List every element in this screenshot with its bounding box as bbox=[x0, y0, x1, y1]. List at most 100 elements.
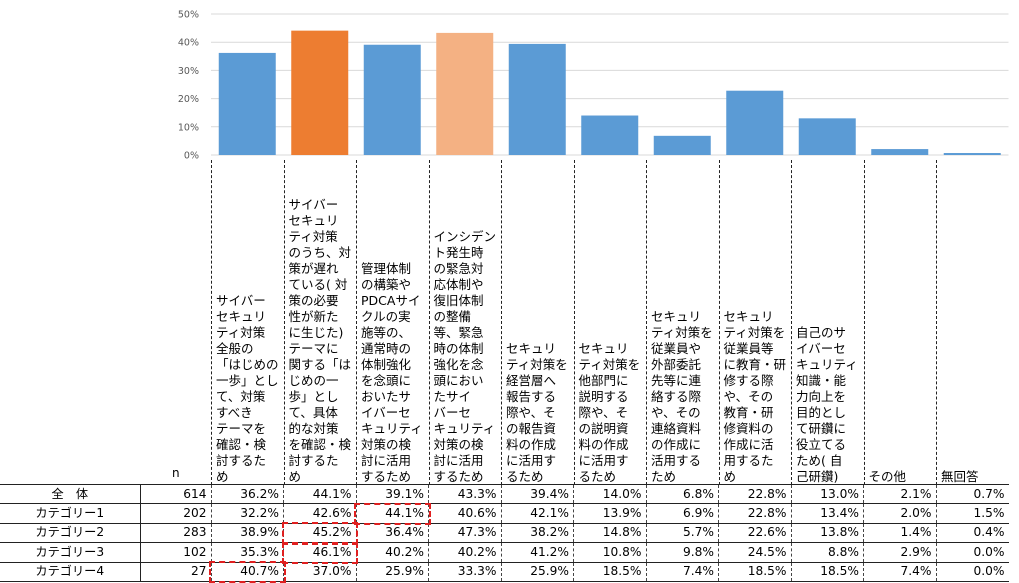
bar bbox=[726, 90, 784, 155]
category-label: 無回答 bbox=[941, 469, 979, 484]
table-row: カテゴリー3 102 35.3% 46.1% 40.2% 40.2% 41.2% 10.8% 9… bbox=[0, 542, 1009, 563]
table-cell: 46.1% bbox=[283, 542, 356, 563]
bar bbox=[363, 44, 421, 155]
category-header: 無回答 bbox=[936, 160, 1009, 485]
table-cell: 0.7% bbox=[935, 483, 1009, 504]
table-cell: 2.9% bbox=[863, 542, 936, 563]
bar bbox=[291, 30, 349, 155]
category-header: サイバー セキュリ ティ対策 のうち、対 策が遅れ ている( 対 策の必要 性が… bbox=[283, 160, 357, 485]
y-tick-label: 20% bbox=[178, 94, 199, 105]
table-cell: 13.8% bbox=[790, 522, 864, 543]
bar bbox=[871, 149, 929, 155]
table-cell: 6.9% bbox=[645, 503, 719, 524]
data-table: 全 体 614 36.2% 44.1% 39.1% 43.3% 39.4% 14.0% 6.8%… bbox=[0, 483, 1009, 582]
table-cell: 45.2% bbox=[283, 522, 356, 543]
table-cell: 25.9% bbox=[355, 561, 429, 582]
table-cell: 42.1% bbox=[500, 503, 574, 524]
row-label: カテゴリー1 bbox=[0, 503, 140, 524]
y-axis-ticks: 0% 10% 20% 30% 40% 50% bbox=[178, 10, 199, 162]
y-tick-label: 10% bbox=[178, 122, 199, 133]
table-cell: 1.5% bbox=[935, 503, 1009, 524]
row-n: 614 bbox=[139, 483, 211, 504]
row-label: 全 体 bbox=[0, 483, 140, 504]
table-cell: 47.3% bbox=[428, 522, 501, 543]
table-cell: 43.3% bbox=[428, 483, 501, 504]
category-label: セキュリ ティ対策を 他部門に 説明する 際や、そ の説明資 料の作成 に活用す… bbox=[578, 341, 641, 484]
category-header: セキュリ ティ対策を 他部門に 説明する 際や、そ の説明資 料の作成 に活用す… bbox=[573, 160, 647, 485]
bar bbox=[436, 32, 494, 156]
category-label: サイバー セキュリ ティ対策 全般の 「はじめの 一歩」とし て、対策 すべき … bbox=[216, 293, 279, 484]
table-cell: 14.8% bbox=[573, 522, 646, 543]
category-label: インシデン ト発生時 の緊急対 応体制や 復旧体制 の整備 等、緊急 時の体制 … bbox=[433, 229, 497, 484]
category-label: 自己のサ イバーセ キュリティ 知識・能 力向上を 目的とし て研鑽に 役立てる… bbox=[796, 325, 858, 484]
row-label: カテゴリー3 bbox=[0, 542, 140, 563]
bar-chart: 0% 10% 20% 30% 40% 50% bbox=[178, 10, 1009, 162]
table-cell: 0.0% bbox=[935, 542, 1009, 563]
table-cell: 8.8% bbox=[790, 542, 864, 563]
row-label: カテゴリー2 bbox=[0, 522, 140, 543]
category-header: 自己のサ イバーセ キュリティ 知識・能 力向上を 目的とし て研鑽に 役立てる… bbox=[791, 160, 864, 485]
table-cell: 36.2% bbox=[210, 483, 284, 504]
category-header: その他 bbox=[863, 160, 937, 485]
bar bbox=[943, 153, 1001, 155]
table-cell: 40.2% bbox=[428, 542, 501, 563]
table-cell: 35.3% bbox=[210, 542, 284, 563]
table-cell: 13.4% bbox=[790, 503, 864, 524]
y-tick-label: 50% bbox=[178, 10, 199, 21]
table-cell: 41.2% bbox=[500, 542, 574, 563]
table-cell: 44.1% bbox=[355, 503, 429, 524]
table-cell: 18.5% bbox=[573, 561, 646, 582]
category-label: 管理体制 の構築や PDCAサイ クルの実 施等の、 通常時の 体制強化 を念頭… bbox=[361, 261, 423, 484]
category-header: 管理体制 の構築や PDCAサイ クルの実 施等の、 通常時の 体制強化 を念頭… bbox=[356, 160, 429, 485]
table-cell: 39.1% bbox=[355, 483, 429, 504]
row-label: カテゴリー4 bbox=[0, 561, 140, 582]
bar bbox=[218, 52, 276, 155]
table-cell: 36.4% bbox=[355, 522, 429, 543]
table-cell: 14.0% bbox=[573, 483, 646, 504]
table-cell: 40.6% bbox=[428, 503, 501, 524]
table-cell: 38.9% bbox=[210, 522, 284, 543]
table-cell: 13.9% bbox=[573, 503, 646, 524]
category-header: サイバー セキュリ ティ対策 全般の 「はじめの 一歩」とし て、対策 すべき … bbox=[211, 160, 284, 485]
table-cell: 39.4% bbox=[500, 483, 574, 504]
bar bbox=[508, 43, 566, 155]
table-row: 全 体 614 36.2% 44.1% 39.1% 43.3% 39.4% 14.0% 6.8%… bbox=[0, 483, 1009, 504]
category-label: セキュリ ティ対策を 経営層へ 報告する 際や、そ の報告資 料の作成 に活用す… bbox=[506, 341, 568, 484]
row-n: 202 bbox=[139, 503, 211, 524]
table-cell: 42.6% bbox=[283, 503, 356, 524]
table-cell: 1.4% bbox=[863, 522, 936, 543]
table-cell: 38.2% bbox=[500, 522, 574, 543]
table-cell: 2.1% bbox=[863, 483, 936, 504]
bar bbox=[653, 135, 711, 155]
category-header: セキュリ ティ対策を 従業員や 外部委託 先等に連 絡する際 や、その 連絡資料… bbox=[646, 160, 719, 485]
y-tick-label: 0% bbox=[184, 151, 199, 162]
table-cell: 44.1% bbox=[283, 483, 356, 504]
table-row: カテゴリー1 202 32.2% 42.6% 44.1% 40.6% 42.1% 13.9% 6… bbox=[0, 503, 1009, 524]
table-cell: 10.8% bbox=[573, 542, 646, 563]
category-label: セキュリ ティ対策を 従業員等 に教育・研 修する際 や、その 教育・研 修資料… bbox=[723, 309, 787, 484]
table-cell: 0.4% bbox=[935, 522, 1009, 543]
bar bbox=[581, 115, 639, 155]
table-cell: 7.4% bbox=[863, 561, 936, 582]
table-cell: 9.8% bbox=[645, 542, 719, 563]
bar bbox=[798, 118, 856, 155]
category-header: セキュリ ティ対策を 経営層へ 報告する 際や、そ の報告資 料の作成 に活用す… bbox=[501, 160, 574, 485]
category-label: サイバー セキュリ ティ対策 のうち、対 策が遅れ ている( 対 策の必要 性が… bbox=[288, 197, 352, 484]
category-header: セキュリ ティ対策を 従業員等 に教育・研 修する際 や、その 教育・研 修資料… bbox=[718, 160, 792, 485]
table-cell: 22.6% bbox=[718, 522, 791, 543]
table-cell: 13.0% bbox=[790, 483, 864, 504]
table-cell: 18.5% bbox=[718, 561, 791, 582]
table-cell: 5.7% bbox=[645, 522, 719, 543]
table-cell: 24.5% bbox=[718, 542, 791, 563]
table-cell: 22.8% bbox=[718, 483, 791, 504]
table-cell: 40.2% bbox=[355, 542, 429, 563]
category-header: インシデン ト発生時 の緊急対 応体制や 復旧体制 の整備 等、緊急 時の体制 … bbox=[428, 160, 502, 485]
table-row: カテゴリー4 27 40.7% 37.0% 25.9% 33.3% 25.9% 18.5% 7.… bbox=[0, 561, 1009, 582]
y-tick-label: 40% bbox=[178, 38, 199, 49]
row-n: 102 bbox=[139, 542, 211, 563]
category-label: セキュリ ティ対策を 従業員や 外部委託 先等に連 絡する際 や、その 連絡資料… bbox=[651, 309, 713, 484]
table-cell: 6.8% bbox=[645, 483, 719, 504]
n-column-header: n bbox=[172, 466, 180, 480]
table-cell: 32.2% bbox=[210, 503, 284, 524]
table-cell: 2.0% bbox=[863, 503, 936, 524]
